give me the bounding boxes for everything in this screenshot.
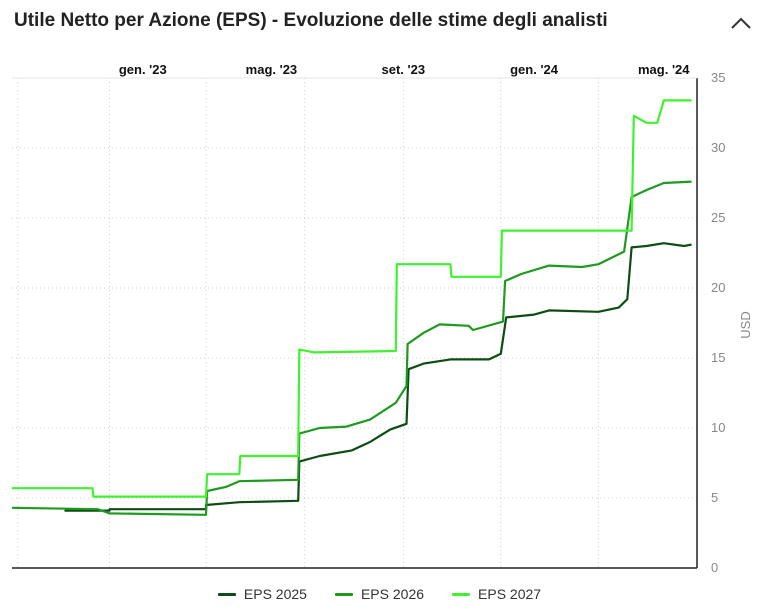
legend-label: EPS 2025 [243,586,307,602]
legend-item-eps-2027[interactable]: EPS 2027 [452,586,541,602]
y-tick-label: 15 [711,350,725,365]
grid-layer [12,77,697,568]
legend-label: EPS 2027 [478,586,542,602]
axis-layer: 0 5 10 15 20 25 30 35 gen. '23 mag. '23 set. '23 ge… [12,62,725,575]
legend-item-eps-2026[interactable]: EPS 2026 [334,586,425,602]
y-tick-label: 30 [711,140,725,155]
x-tick-label: mag. '23 [246,62,298,77]
legend-swatch [452,592,471,596]
y-tick-label: 35 [711,70,725,85]
legend-item-eps-2025[interactable]: EPS 2025 [217,586,307,602]
chevron-up-icon [731,17,751,29]
y-tick-label: 20 [711,280,725,295]
y-tick-label: 25 [711,210,725,225]
chart-legend: EPS 2025 EPS 2026 EPS 2027 [0,586,759,602]
series-layer [11,99,692,516]
series-line-eps-2025[interactable] [64,242,692,512]
y-tick-label: 10 [711,420,725,435]
y-tick-label: 5 [711,490,718,505]
series-line-eps-2026[interactable] [11,180,692,516]
x-tick-label: set. '23 [381,62,425,77]
x-tick-label: gen. '23 [119,62,167,77]
legend-label: EPS 2026 [360,586,425,602]
y-axis-label: USD [738,311,753,338]
collapse-button[interactable] [728,10,754,36]
x-tick-label: mag. '24 [638,62,690,77]
eps-chart: 0 5 10 15 20 25 30 35 gen. '23 mag. '23 set. '23 ge… [11,62,753,575]
x-tick-label: gen. '24 [510,62,559,77]
series-line-eps-2027[interactable] [12,99,692,498]
legend-swatch [334,592,353,596]
legend-swatch [217,592,236,596]
y-tick-label: 0 [711,560,718,575]
chart-title: Utile Netto per Azione (EPS) - Evoluzion… [14,10,608,31]
